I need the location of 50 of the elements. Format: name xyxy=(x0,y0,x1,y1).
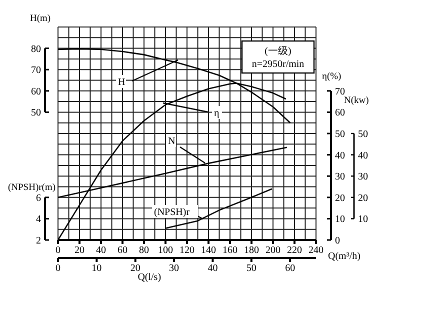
y2-tick-label: 40 xyxy=(335,150,345,162)
y-tick-label: 50 xyxy=(31,108,41,119)
x2-axis-title: Q(l/s) xyxy=(138,272,162,283)
y3-tick-label: 4 xyxy=(36,214,41,226)
y2-axis-title: η(%) xyxy=(322,72,342,82)
y-tick-label: 80 xyxy=(31,44,41,55)
x-tick-label: 240 xyxy=(308,245,324,256)
text: 40 xyxy=(358,150,368,162)
x-tick-label: 200 xyxy=(266,245,280,256)
x-tick-label: 0 xyxy=(56,245,60,256)
x-tick-label: 180 xyxy=(244,245,259,256)
x2-tick-label: 0 xyxy=(56,263,60,274)
y2-tick-label: 60 xyxy=(335,108,345,119)
x2-tick-label: 30 xyxy=(169,263,180,274)
x-tick-label: 140 xyxy=(201,245,216,256)
y-tick-label: 60 xyxy=(31,86,41,98)
x-tick-label: 120 xyxy=(180,245,194,256)
legend-label: η xyxy=(214,108,220,119)
y3-tick-label: 6 xyxy=(36,192,41,204)
y-tick-label: 70 xyxy=(31,65,41,76)
x-tick-label: 220 xyxy=(287,245,302,256)
text: 50 xyxy=(358,129,368,140)
y2-tick-label: 30 xyxy=(335,172,345,183)
text: 10 xyxy=(358,214,368,226)
x2-tick-label: 60 xyxy=(285,263,296,274)
y2-tick-label: 20 xyxy=(335,192,345,204)
x-tick-label: 80 xyxy=(139,245,149,256)
text: 30 xyxy=(358,172,368,183)
y3-tick-label: 2 xyxy=(36,236,41,246)
y3-axis-title: (NPSH)r(m) xyxy=(8,183,56,193)
x2-tick-label: 20 xyxy=(130,263,140,274)
x2-tick-label: 40 xyxy=(208,263,218,274)
text: N(kw) xyxy=(344,96,369,106)
annotation: n=2950r/min xyxy=(252,59,304,70)
x-tick-label: 20 xyxy=(74,245,84,256)
annotation: (一级) xyxy=(264,45,292,57)
x2-tick-label: 10 xyxy=(92,263,102,274)
x-tick-label: 160 xyxy=(222,245,238,256)
x-tick-label: 60 xyxy=(118,245,128,256)
x2-tick-label: 50 xyxy=(246,263,256,274)
text: 20 xyxy=(358,192,368,204)
x-tick-label: 100 xyxy=(158,245,173,256)
y2-tick-label: 70 xyxy=(335,86,345,98)
series-label: (NPSH)r xyxy=(154,207,190,218)
x-axis-title: Q(m³/h) xyxy=(328,251,360,262)
y2-tick-label: 10 xyxy=(335,214,345,226)
y-axis-title: H(m) xyxy=(30,14,51,24)
y2-tick-label: 50 xyxy=(335,129,345,140)
x-tick-label: 40 xyxy=(96,245,106,256)
y2-tick-label: 0 xyxy=(335,236,340,246)
